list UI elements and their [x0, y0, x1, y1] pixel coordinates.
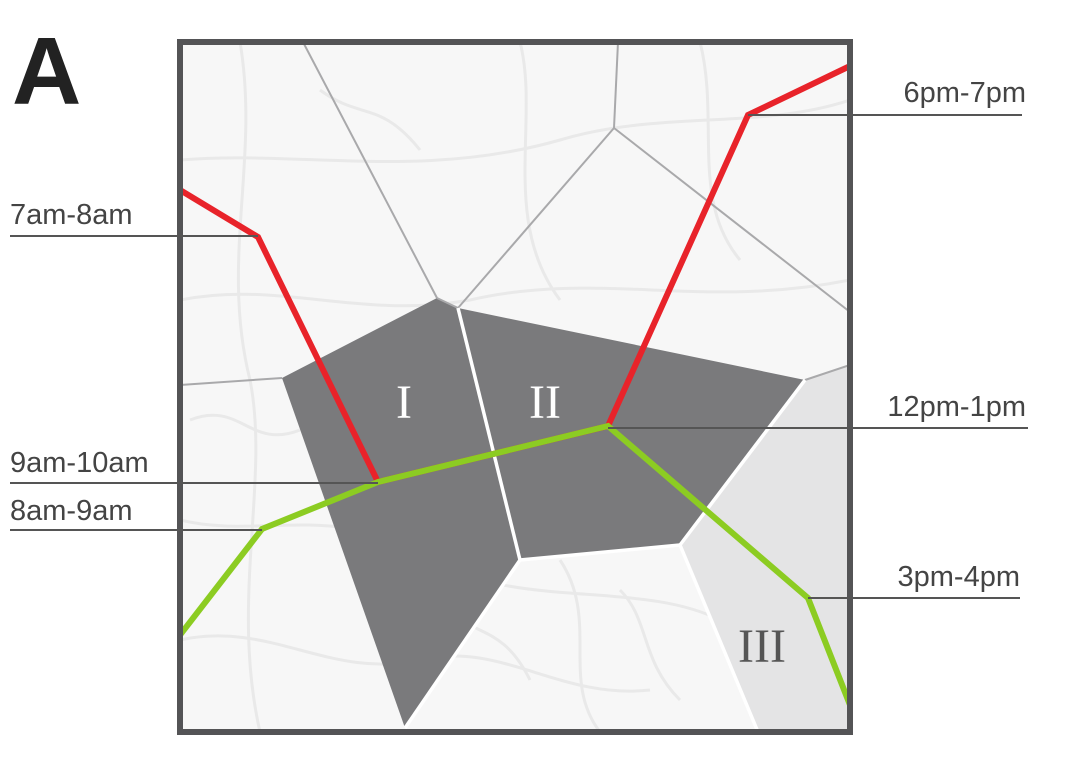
region-iii-cell [680, 365, 850, 732]
green-trajectory [180, 422, 850, 707]
region-ii-cell [458, 308, 805, 560]
region-boundaries [403, 307, 807, 732]
map-frame [177, 39, 853, 735]
time-label-9am-10am: 9am-10am [10, 447, 149, 479]
panel-letter: A [12, 18, 81, 125]
region-label-iii: III [738, 620, 786, 673]
time-label-3pm-4pm: 3pm-4pm [898, 561, 1021, 593]
region-label-i: I [396, 376, 412, 429]
time-label-7am-8am: 7am-8am [10, 199, 133, 231]
map-area [180, 42, 850, 732]
time-label-6pm-7pm: 6pm-7pm [904, 77, 1027, 109]
leader-lines [10, 114, 1028, 599]
time-label-8am-9am: 8am-9am [10, 495, 133, 527]
region-label-ii: II [529, 376, 561, 429]
time-label-12pm-1pm: 12pm-1pm [887, 391, 1026, 423]
voronoi-edges [180, 42, 850, 386]
